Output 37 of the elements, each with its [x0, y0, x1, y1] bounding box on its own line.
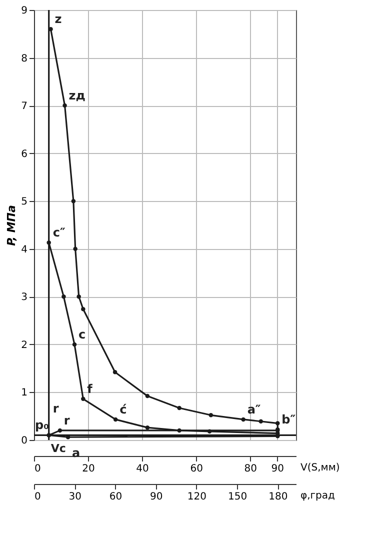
annotation: r — [52, 402, 59, 416]
annotation: c — [78, 327, 86, 342]
annotation: r — [64, 413, 70, 428]
y-axis-title: P, МПа — [5, 205, 18, 246]
x-tick-label: 0 — [34, 464, 41, 474]
annotation: zд — [68, 88, 86, 103]
annotation: a″ — [247, 402, 262, 416]
x2-tick-label: 90 — [150, 492, 163, 502]
annotation: ć — [120, 402, 127, 416]
x2-axis-title: φ,град — [300, 490, 336, 502]
x-axis-title: V(S,мм) — [300, 462, 340, 474]
ref-line-label: Vc — [50, 442, 66, 455]
x2-tick-label: 180 — [268, 492, 288, 502]
y-tick-label: 9 — [21, 6, 28, 16]
x2-tick-label: 150 — [228, 492, 248, 502]
x2-tick-label: 120 — [187, 492, 207, 502]
y-tick-label: 4 — [21, 244, 28, 256]
y-tick-label: 8 — [21, 53, 28, 64]
annotation: b″ — [282, 412, 296, 426]
x2-tick-label: 30 — [68, 492, 82, 502]
x-tick-label: 60 — [190, 464, 203, 474]
x2-tick-label: 0 — [34, 492, 41, 502]
y-tick-label: 3 — [21, 292, 28, 304]
y-tick-label: 1 — [21, 388, 28, 399]
y-tick-label: 0 — [21, 436, 28, 446]
annotation: z — [54, 12, 62, 26]
annotation: c″ — [52, 226, 66, 240]
x-tick-label: 90 — [271, 464, 284, 474]
x-tick-label: 20 — [82, 464, 95, 474]
y-tick-label: 6 — [21, 148, 28, 160]
x-tick-label: 80 — [244, 464, 257, 474]
y-tick-label: 5 — [21, 196, 28, 208]
x2-tick-label: 60 — [109, 492, 122, 502]
y-tick-label: 7 — [21, 101, 28, 112]
y-tick-label: 2 — [21, 340, 28, 351]
x-tick-label: 40 — [136, 464, 149, 474]
annotation: f — [87, 382, 94, 396]
